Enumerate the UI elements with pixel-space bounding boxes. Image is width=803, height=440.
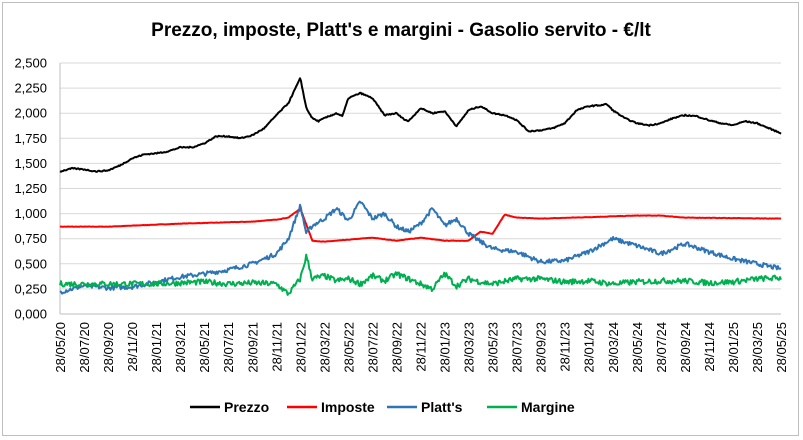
- series-line-platts: [59, 200, 782, 295]
- legend-label: Prezzo: [224, 399, 269, 415]
- x-tick-label: 28/01/22: [293, 322, 308, 373]
- x-tick-label: 28/05/23: [486, 322, 501, 373]
- x-tick-label: 28/03/21: [173, 322, 188, 373]
- y-tick-label: 0,000: [14, 307, 47, 322]
- x-axis-ticks: 28/05/20 28/07/20 28/09/20 28/11/20 28/01/21…: [53, 322, 789, 373]
- x-tick-label: 28/01/23: [438, 322, 453, 373]
- chart-frame: [2, 2, 799, 436]
- x-tick-label: 28/07/22: [365, 322, 380, 373]
- x-tick-label: 28/07/20: [77, 322, 92, 373]
- x-tick-label: 28/01/25: [726, 322, 741, 373]
- y-tick-label: 0,500: [14, 256, 47, 271]
- series-line-prezzo: [59, 77, 782, 173]
- y-tick-label: 2,000: [14, 106, 47, 121]
- series-line-imposte: [59, 207, 782, 243]
- x-tick-label: 28/09/22: [389, 322, 404, 373]
- y-tick-label: 1,250: [14, 181, 47, 196]
- x-tick-label: 28/07/23: [510, 322, 525, 373]
- x-tick-label: 28/05/22: [341, 322, 356, 373]
- y-tick-label: 0,750: [14, 231, 47, 246]
- x-tick-label: 28/03/25: [750, 322, 765, 373]
- x-tick-label: 28/03/24: [606, 322, 621, 373]
- y-tick-label: 2,500: [14, 56, 47, 71]
- x-tick-label: 28/05/25: [774, 322, 789, 373]
- x-tick-label: 28/05/21: [197, 322, 212, 373]
- x-tick-label: 28/07/24: [654, 322, 669, 373]
- x-tick-label: 28/05/20: [53, 322, 68, 373]
- x-tick-label: 28/09/20: [101, 322, 116, 373]
- series-lines: [59, 77, 782, 296]
- y-tick-label: 0,250: [14, 281, 47, 296]
- x-tick-label: 28/09/21: [245, 322, 260, 373]
- x-tick-label: 28/09/23: [534, 322, 549, 373]
- x-tick-label: 28/03/22: [317, 322, 332, 373]
- y-tick-label: 1,000: [14, 206, 47, 221]
- y-tick-label: 2,250: [14, 81, 47, 96]
- series-line-margine: [59, 253, 782, 296]
- x-tick-label: 28/05/24: [630, 322, 645, 373]
- x-tick-label: 28/01/21: [149, 322, 164, 373]
- x-tick-label: 28/07/21: [221, 322, 236, 373]
- x-tick-label: 28/09/24: [678, 322, 693, 373]
- x-tick-label: 28/11/24: [702, 322, 717, 372]
- y-tick-label: 1,750: [14, 131, 47, 146]
- chart-title: Prezzo, imposte, Platt's e margini - Gas…: [151, 20, 651, 41]
- y-tick-label: 1,500: [14, 156, 47, 171]
- y-axis-ticks: 0,000 0,250 0,500 0,750 1,000 1,250 1,500 1,750…: [14, 56, 47, 322]
- gridlines: [59, 62, 781, 315]
- x-tick-label: 28/03/23: [462, 322, 477, 373]
- x-tick-label: 28/01/24: [582, 322, 597, 373]
- x-tick-label: 28/11/20: [125, 322, 140, 372]
- legend-label: Imposte: [321, 399, 375, 415]
- x-tick-label: 28/11/21: [269, 322, 284, 372]
- legend-label: Margine: [521, 399, 575, 415]
- x-tick-label: 28/11/23: [558, 322, 573, 372]
- legend-label: Platt's: [421, 399, 463, 415]
- legend: Prezzo Imposte Platt's Margine: [190, 399, 575, 415]
- x-tick-label: 28/11/22: [414, 322, 429, 372]
